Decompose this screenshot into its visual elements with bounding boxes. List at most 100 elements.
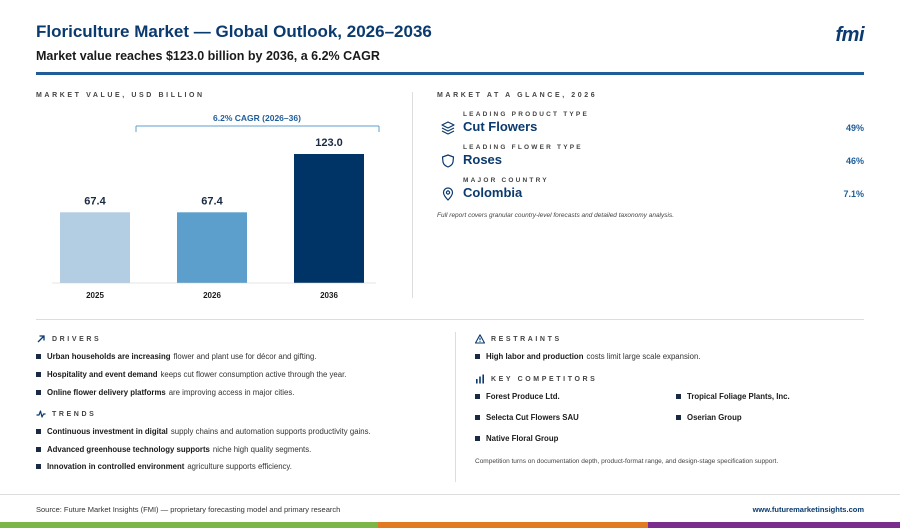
glance-share: 46%: [845, 156, 864, 166]
bar-value-label: 123.0: [315, 137, 343, 149]
page-subtitle: Market value reaches $123.0 billion by 2…: [36, 49, 380, 63]
bullet-square: [36, 372, 41, 377]
driver-bold: Online flower delivery platforms: [47, 388, 166, 397]
bullet-square: [36, 429, 41, 434]
driver-bold: Urban households are increasing: [47, 352, 171, 361]
restraints-label: RESTRAINTS: [491, 335, 562, 343]
fmi-logo: fmi: [835, 24, 865, 46]
website-link[interactable]: www.futuremarketinsights.com: [752, 505, 864, 514]
vertical-divider: [412, 92, 413, 298]
competitor-name: Tropical Foliage Plants, Inc.: [687, 392, 790, 401]
restraint-bold: High labor and production: [486, 352, 584, 361]
competitor-item: Native Floral Group: [475, 434, 561, 443]
chart-panel: MARKET VALUE, USD BILLION 6.2% CAGR (202…: [36, 92, 402, 300]
driver-item: Urban households are increasing flower an…: [36, 352, 317, 361]
bar-chart-icon: [476, 374, 484, 384]
chart-section-label: MARKET VALUE, USD BILLION: [36, 92, 205, 99]
brand-stripe-purple: [648, 522, 900, 528]
glance-share: 7.1%: [843, 189, 864, 199]
bars-group: 67.4 2025 67.4 2026 123.0 2036: [60, 137, 364, 300]
bar-2036: [294, 154, 364, 283]
footer-rule: [0, 494, 900, 495]
bullet-square: [475, 354, 480, 359]
competitors-label: KEY COMPETITORS: [491, 375, 598, 383]
driver-bold: Hospitality and event demand: [47, 370, 158, 379]
trend-item: Advanced greenhouse technology supports n…: [36, 445, 311, 454]
source-note: Source: Future Market Insights (FMI) — p…: [36, 505, 341, 514]
glance-value: Cut Flowers: [463, 119, 538, 134]
competitor-name: Forest Produce Ltd.: [486, 392, 560, 401]
glance-label: MAJOR COUNTRY: [463, 177, 549, 184]
competitor-name: Selecta Cut Flowers SAU: [486, 413, 579, 422]
bullet-square: [36, 390, 41, 395]
glance-value: Roses: [463, 152, 503, 167]
bar-chart: 6.2% CAGR (2026–36) 67.4 2025 67.4 2026 123.…: [52, 113, 380, 300]
glance-item-country: MAJOR COUNTRY Colombia 7.1%: [437, 177, 864, 207]
warning-icon: [475, 334, 485, 344]
header: Floriculture Market — Global Outlook, 20…: [36, 22, 864, 63]
bullet-square: [475, 436, 480, 441]
competitor-item: Tropical Foliage Plants, Inc.: [676, 392, 793, 401]
bar-value-label: 67.4: [84, 195, 106, 207]
glance-note: Full report covers granular country-leve…: [437, 212, 675, 219]
x-tick-label: 2025: [86, 291, 104, 300]
market-at-a-glance: MARKET AT A GLANCE, 2026 LEADING PRODUCT…: [437, 92, 864, 219]
brand-stripe-green: [0, 522, 378, 528]
driver-item: Hospitality and event demand keeps cut fl…: [36, 370, 346, 379]
shield-icon: [441, 154, 455, 168]
trend-text: supply chains and automation supports pr…: [170, 427, 371, 436]
bullet-square: [676, 394, 681, 399]
glance-item-product-type: LEADING PRODUCT TYPE Cut Flowers 49%: [437, 111, 864, 141]
trend-bold: Innovation in controlled environment: [47, 462, 185, 471]
trends-label: TRENDS: [52, 410, 97, 418]
glance-section-label: MARKET AT A GLANCE, 2026: [437, 92, 598, 99]
competitor-item: Selecta Cut Flowers SAU: [475, 413, 582, 422]
bullet-square: [475, 394, 480, 399]
trend-text: niche high quality segments.: [212, 445, 312, 454]
section-divider: [36, 319, 864, 320]
driver-text: keeps cut flower consumption active thro…: [160, 370, 347, 379]
glance-item-flower-type: LEADING FLOWER TYPE Roses 46%: [437, 144, 864, 174]
arrow-up-right-icon: [37, 335, 45, 343]
competitor-item: Oserian Group: [676, 413, 745, 422]
cagr-bracket: 6.2% CAGR (2026–36): [135, 113, 380, 132]
header-rule: [36, 72, 864, 75]
glance-value: Colombia: [463, 185, 523, 200]
restraint-item: High labor and production costs limit lar…: [475, 352, 700, 361]
vertical-divider-lower: [455, 332, 456, 482]
x-tick-label: 2026: [203, 291, 221, 300]
bullet-square: [36, 354, 41, 359]
restraints-heading: RESTRAINTS: [475, 334, 562, 344]
bullet-square: [36, 464, 41, 469]
competitors-note: Competition turns on documentation depth…: [475, 458, 779, 465]
x-tick-label: 2036: [320, 291, 338, 300]
trend-item: Continuous investment in digital supply c…: [36, 427, 371, 436]
map-pin-icon: [442, 187, 454, 201]
trend-line-icon: [36, 410, 46, 418]
trend-bold: Continuous investment in digital: [47, 427, 168, 436]
trend-text: agriculture supports efficiency.: [187, 462, 292, 471]
bullet-square: [36, 447, 41, 452]
glance-label: LEADING FLOWER TYPE: [463, 144, 583, 151]
trend-item: Innovation in controlled environment agri…: [36, 462, 292, 471]
trends-heading: TRENDS: [36, 409, 96, 419]
bar-2025: [60, 212, 130, 283]
bar-value-label: 67.4: [201, 195, 223, 207]
glance-share: 49%: [845, 123, 864, 133]
driver-text: are improving access in major cities.: [168, 388, 295, 397]
trend-bold: Advanced greenhouse technology supports: [47, 445, 210, 454]
competitor-name: Native Floral Group: [486, 434, 559, 443]
drivers-heading: DRIVERS: [36, 334, 101, 344]
bullet-square: [475, 415, 480, 420]
competitors-heading: KEY COMPETITORS: [475, 374, 597, 384]
glance-label: LEADING PRODUCT TYPE: [463, 111, 589, 118]
page-title: Floriculture Market — Global Outlook, 20…: [36, 22, 432, 41]
drivers-label: DRIVERS: [52, 335, 102, 343]
layers-icon: [441, 121, 455, 135]
competitor-item: Forest Produce Ltd.: [475, 392, 563, 401]
bullet-square: [676, 415, 681, 420]
cagr-annotation: 6.2% CAGR (2026–36): [213, 113, 301, 123]
competitor-name: Oserian Group: [687, 413, 742, 422]
driver-item: Online flower delivery platforms are impr…: [36, 388, 294, 397]
bar-2026: [177, 212, 247, 283]
